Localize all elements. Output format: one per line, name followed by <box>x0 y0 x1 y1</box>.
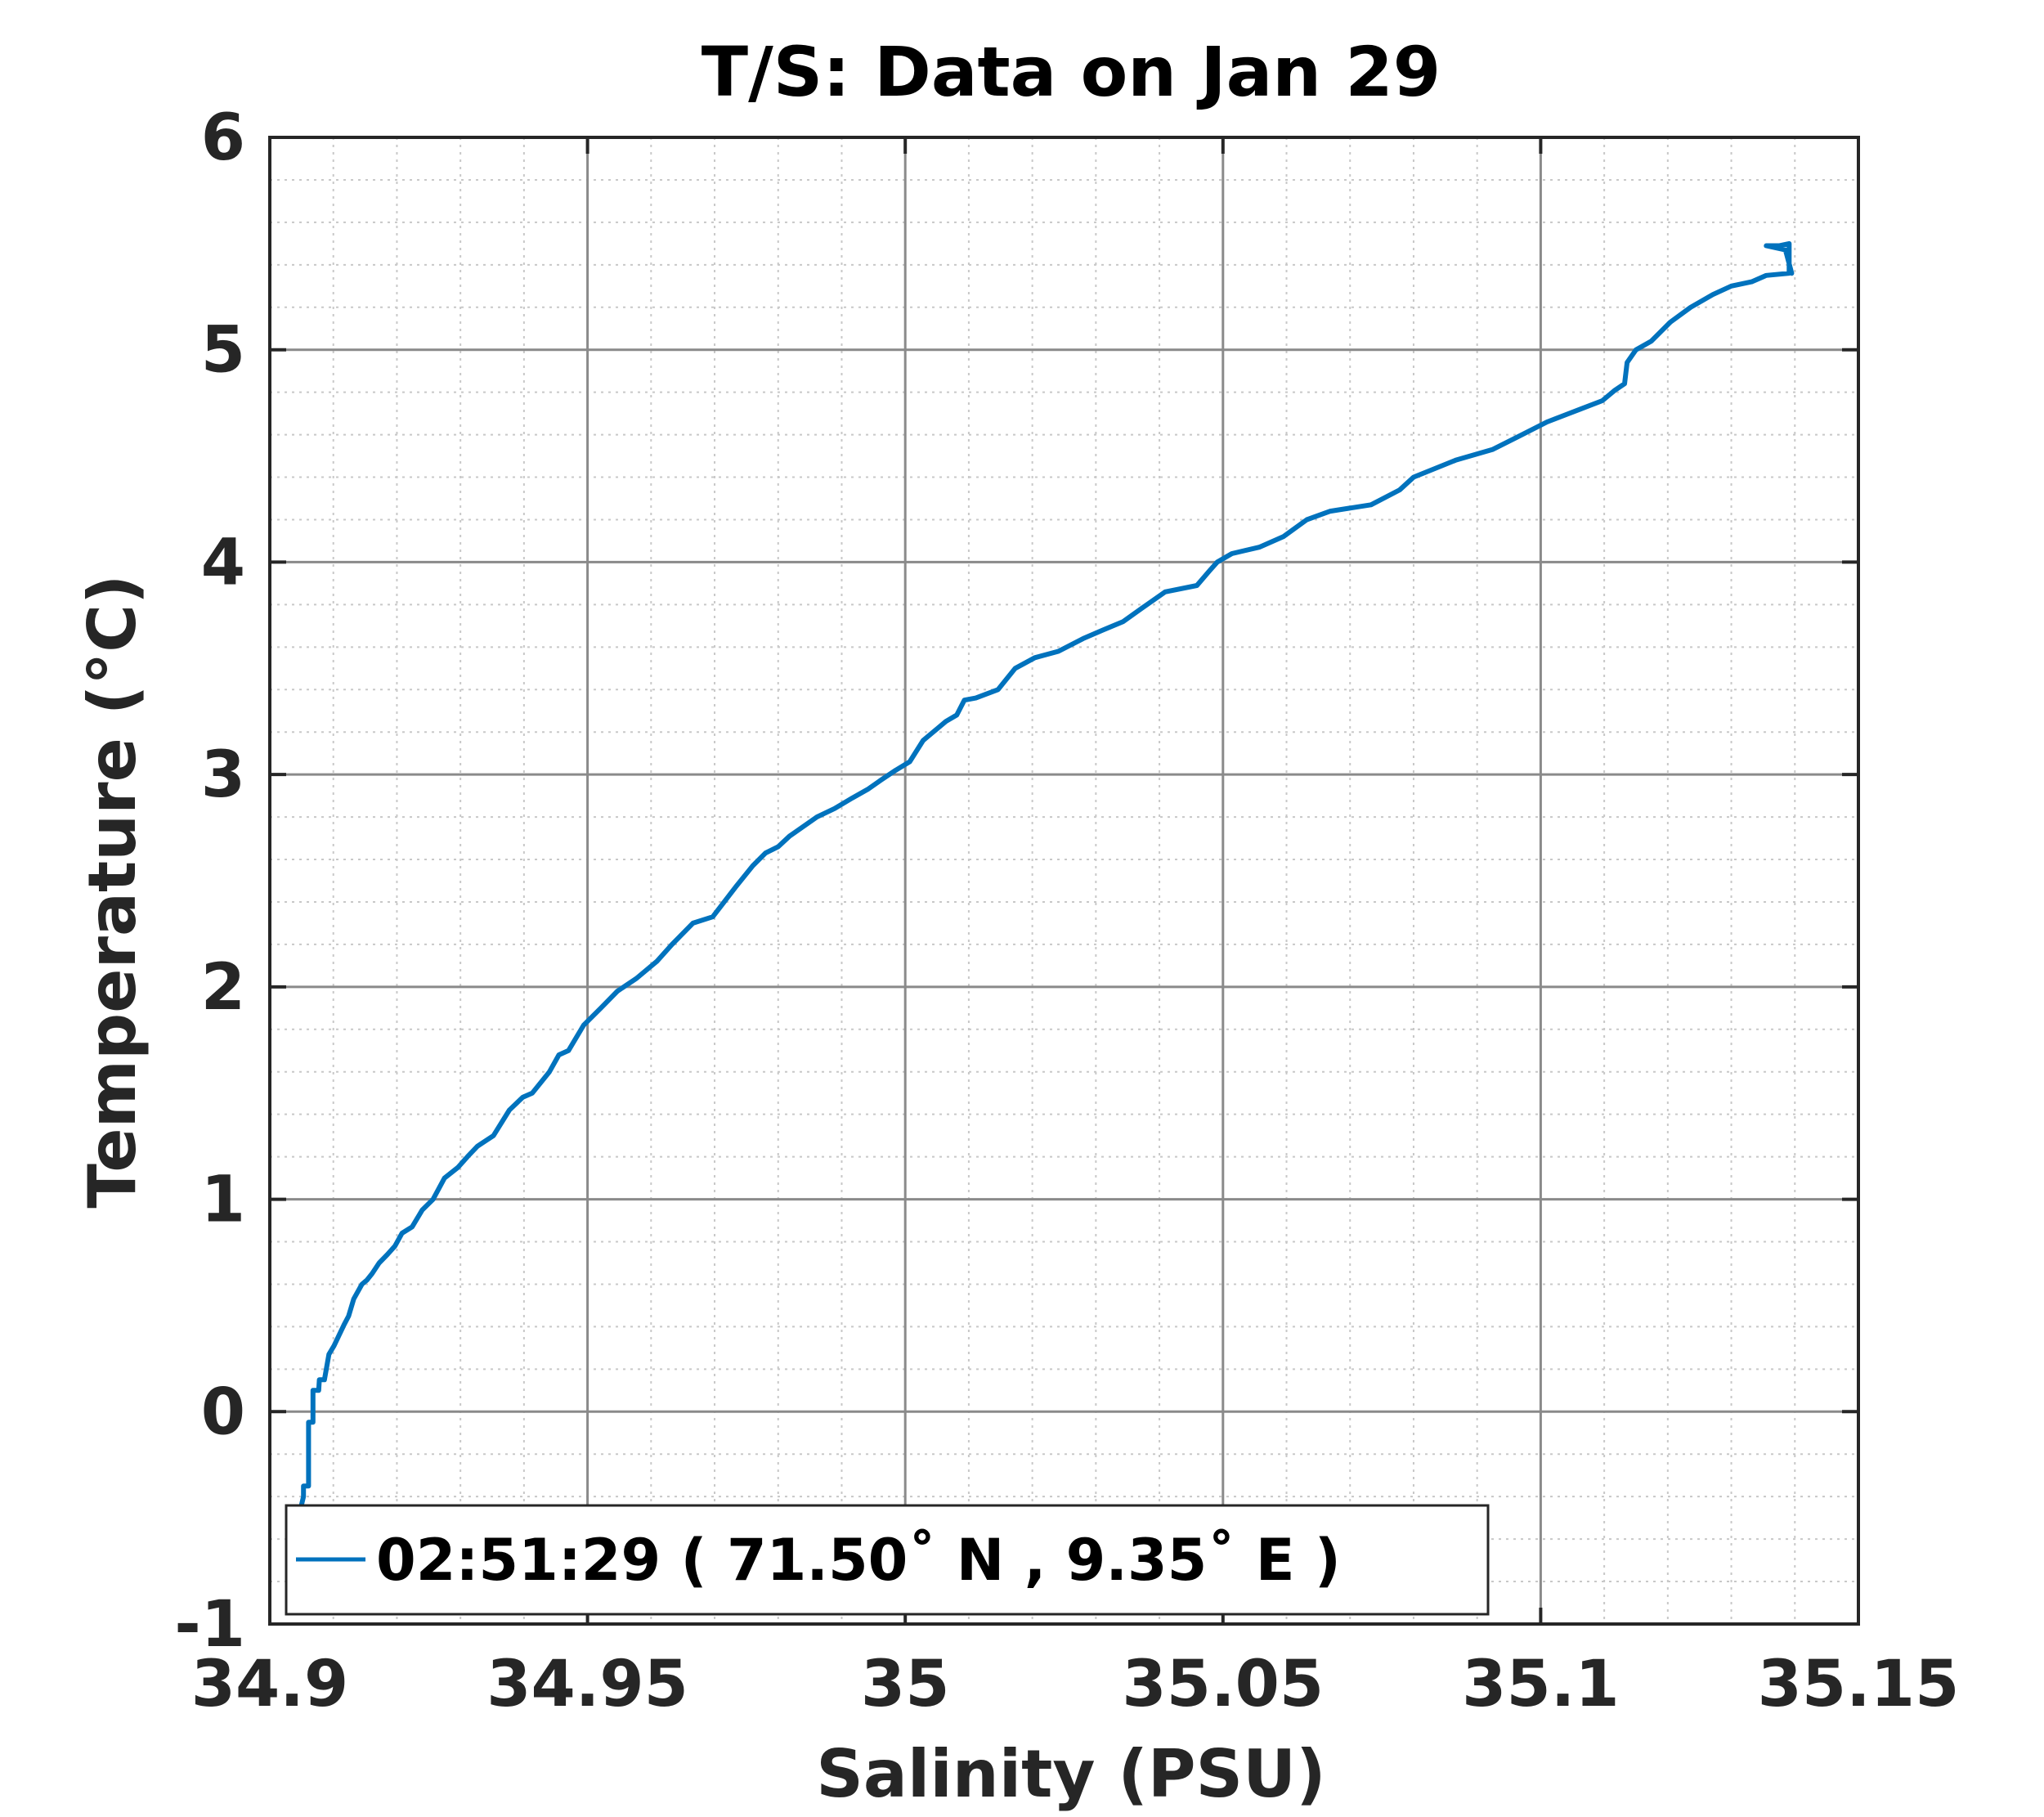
x-tick-label: 34.9 <box>191 1648 348 1721</box>
series-layer <box>296 240 1795 1521</box>
y-tick-label: 5 <box>201 314 245 388</box>
y-tick-labels: -1 0 1 2 3 4 5 6 <box>174 101 245 1662</box>
x-tick-label: 34.95 <box>486 1648 688 1721</box>
y-tick-label: 0 <box>201 1375 245 1449</box>
legend-box <box>285 1504 1490 1616</box>
y-tick-label: 1 <box>201 1164 245 1237</box>
legend-entry-label: 02:51:29 ( 71.50˚ N , 9.35˚ E ) <box>376 1527 1341 1594</box>
plot-frame <box>268 136 1860 1626</box>
plot-area <box>270 137 1858 1624</box>
x-axis-label: Salinity (PSU) <box>816 1736 1325 1812</box>
y-tick-label: 6 <box>201 101 245 175</box>
x-tick-labels: 34.9 34.95 35 35.05 35.1 35.15 <box>191 1648 1960 1721</box>
y-tick-label: -1 <box>174 1588 245 1662</box>
chart-title: T/S: Data on Jan 29 <box>702 32 1441 112</box>
series-line <box>296 240 1795 1521</box>
y-tick-label: 3 <box>201 738 245 812</box>
y-axis-label: Temperature (°C) <box>74 574 150 1208</box>
legend: 02:51:29 ( 71.50˚ N , 9.35˚ E ) <box>285 1504 1490 1616</box>
x-tick-label: 35.15 <box>1758 1648 1960 1721</box>
y-tick-label: 4 <box>201 526 245 599</box>
x-tick-label: 35.1 <box>1462 1648 1619 1721</box>
ticks-layer <box>268 136 1860 1626</box>
x-tick-label: 35 <box>861 1648 950 1721</box>
x-tick-label: 35.05 <box>1122 1648 1324 1721</box>
y-tick-label: 2 <box>201 951 245 1025</box>
